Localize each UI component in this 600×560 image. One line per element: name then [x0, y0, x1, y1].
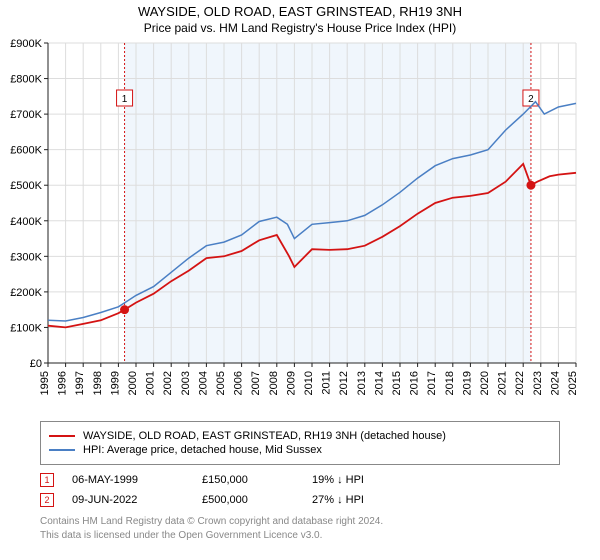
sale-diff: 19% ↓ HPI: [312, 474, 412, 486]
svg-text:£100K: £100K: [10, 322, 42, 334]
chart-title-block: WAYSIDE, OLD ROAD, EAST GRINSTEAD, RH19 …: [0, 0, 600, 35]
line-chart-svg: £0 £100K £200K £300K £400K £500K £600K £700K £80…: [0, 35, 600, 415]
svg-text:1: 1: [122, 94, 128, 105]
svg-text:2003: 2003: [180, 371, 192, 395]
legend-item: WAYSIDE, OLD ROAD, EAST GRINSTEAD, RH19 …: [49, 430, 551, 442]
svg-text:1996: 1996: [57, 371, 69, 395]
svg-text:2007: 2007: [250, 371, 262, 395]
svg-text:2002: 2002: [162, 371, 174, 395]
svg-text:£500K: £500K: [10, 180, 42, 192]
svg-text:2016: 2016: [409, 371, 421, 395]
svg-text:2017: 2017: [426, 371, 438, 395]
svg-text:£600K: £600K: [10, 145, 42, 157]
svg-text:2022: 2022: [514, 371, 526, 395]
svg-text:£700K: £700K: [10, 109, 42, 121]
sale-price: £500,000: [202, 494, 312, 506]
footer-attribution: Contains HM Land Registry data © Crown c…: [40, 515, 600, 542]
chart-subtitle: Price paid vs. HM Land Registry's House …: [0, 21, 600, 35]
svg-text:£900K: £900K: [10, 38, 42, 50]
svg-text:2008: 2008: [268, 371, 280, 395]
svg-text:2012: 2012: [338, 371, 350, 395]
svg-text:2006: 2006: [233, 371, 245, 395]
svg-text:1999: 1999: [109, 371, 121, 395]
footer-line: Contains HM Land Registry data © Crown c…: [40, 515, 600, 529]
svg-text:2023: 2023: [532, 371, 544, 395]
svg-text:£400K: £400K: [10, 216, 42, 228]
legend-item: HPI: Average price, detached house, Mid …: [49, 444, 551, 456]
svg-text:£300K: £300K: [10, 251, 42, 263]
svg-text:2001: 2001: [145, 371, 157, 395]
svg-text:2025: 2025: [567, 371, 579, 395]
svg-text:2000: 2000: [127, 371, 139, 395]
svg-text:2015: 2015: [391, 371, 403, 395]
svg-text:1998: 1998: [92, 371, 104, 395]
sale-row: 2 09-JUN-2022 £500,000 27% ↓ HPI: [40, 493, 600, 507]
svg-text:2011: 2011: [321, 371, 333, 395]
sale-diff: 27% ↓ HPI: [312, 494, 412, 506]
legend-swatch: [49, 449, 75, 451]
legend-label: HPI: Average price, detached house, Mid …: [83, 444, 322, 456]
sale-marker-box: 2: [40, 493, 54, 507]
svg-text:2010: 2010: [303, 371, 315, 395]
chart-title: WAYSIDE, OLD ROAD, EAST GRINSTEAD, RH19 …: [0, 4, 600, 19]
svg-text:2009: 2009: [285, 371, 297, 395]
svg-text:£800K: £800K: [10, 74, 42, 86]
sale-marker-box: 1: [40, 473, 54, 487]
svg-text:£200K: £200K: [10, 287, 42, 299]
svg-text:2005: 2005: [215, 371, 227, 395]
legend-label: WAYSIDE, OLD ROAD, EAST GRINSTEAD, RH19 …: [83, 430, 446, 442]
svg-text:1997: 1997: [74, 371, 86, 395]
svg-text:2014: 2014: [373, 371, 385, 395]
svg-text:2020: 2020: [479, 371, 491, 395]
svg-text:2019: 2019: [461, 371, 473, 395]
svg-text:2024: 2024: [549, 371, 561, 395]
svg-text:2004: 2004: [197, 371, 209, 395]
sale-date: 09-JUN-2022: [72, 494, 202, 506]
svg-text:2018: 2018: [444, 371, 456, 395]
sale-price: £150,000: [202, 474, 312, 486]
legend: WAYSIDE, OLD ROAD, EAST GRINSTEAD, RH19 …: [40, 421, 560, 465]
svg-text:1995: 1995: [39, 371, 51, 395]
sale-date: 06-MAY-1999: [72, 474, 202, 486]
sales-table: 1 06-MAY-1999 £150,000 19% ↓ HPI 2 09-JU…: [40, 473, 600, 507]
svg-text:£0: £0: [30, 358, 42, 370]
sale-row: 1 06-MAY-1999 £150,000 19% ↓ HPI: [40, 473, 600, 487]
svg-text:2013: 2013: [356, 371, 368, 395]
legend-swatch: [49, 435, 75, 437]
svg-text:2021: 2021: [497, 371, 509, 395]
chart-area: £0 £100K £200K £300K £400K £500K £600K £700K £80…: [0, 35, 600, 415]
footer-line: This data is licensed under the Open Gov…: [40, 529, 600, 543]
